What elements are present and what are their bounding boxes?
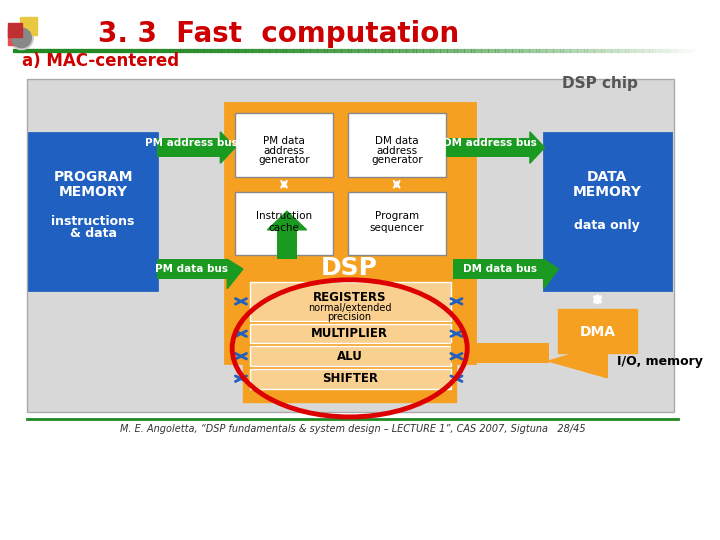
Text: & data: & data	[70, 227, 117, 240]
FancyBboxPatch shape	[558, 309, 636, 353]
Text: address: address	[264, 145, 305, 156]
Polygon shape	[549, 343, 607, 378]
Text: Program: Program	[374, 211, 419, 221]
Text: sequencer: sequencer	[369, 223, 424, 233]
FancyBboxPatch shape	[235, 192, 333, 255]
Polygon shape	[228, 259, 243, 288]
Text: PM address bus: PM address bus	[145, 138, 238, 147]
FancyBboxPatch shape	[8, 23, 22, 37]
FancyBboxPatch shape	[277, 230, 297, 259]
FancyBboxPatch shape	[243, 275, 456, 402]
Polygon shape	[530, 132, 544, 163]
Text: DM data bus: DM data bus	[462, 264, 536, 274]
FancyBboxPatch shape	[235, 113, 333, 177]
Polygon shape	[544, 259, 558, 288]
FancyBboxPatch shape	[157, 259, 228, 279]
Text: DM data: DM data	[375, 136, 418, 146]
Text: Instruction: Instruction	[256, 211, 312, 221]
FancyBboxPatch shape	[250, 282, 451, 321]
Text: DATA: DATA	[587, 170, 627, 184]
FancyBboxPatch shape	[8, 27, 25, 45]
Text: MULTIPLIER: MULTIPLIER	[311, 327, 388, 340]
Text: I/O, memory: I/O, memory	[617, 355, 703, 368]
FancyBboxPatch shape	[250, 369, 451, 388]
FancyBboxPatch shape	[19, 17, 37, 35]
FancyBboxPatch shape	[348, 113, 446, 177]
FancyBboxPatch shape	[225, 104, 475, 363]
Text: precision: precision	[328, 312, 372, 322]
Text: DSP: DSP	[321, 256, 378, 280]
Text: data only: data only	[575, 219, 640, 232]
Text: DMA: DMA	[580, 325, 616, 339]
Text: PM data: PM data	[263, 136, 305, 146]
Text: 3. 3  Fast  computation: 3. 3 Fast computation	[98, 20, 459, 48]
FancyBboxPatch shape	[250, 324, 451, 343]
FancyBboxPatch shape	[544, 133, 671, 289]
Polygon shape	[267, 211, 307, 230]
Text: MEMORY: MEMORY	[58, 185, 127, 199]
Circle shape	[12, 28, 32, 48]
Text: REGISTERS: REGISTERS	[313, 291, 387, 304]
FancyBboxPatch shape	[27, 79, 674, 412]
Text: MEMORY: MEMORY	[573, 185, 642, 199]
Text: M. E. Angoletta, “DSP fundamentals & system design – LECTURE 1”, CAS 2007, Sigtu: M. E. Angoletta, “DSP fundamentals & sys…	[120, 424, 585, 434]
FancyBboxPatch shape	[157, 138, 220, 157]
Text: instructions: instructions	[51, 214, 135, 227]
FancyBboxPatch shape	[451, 343, 549, 363]
FancyBboxPatch shape	[348, 192, 446, 255]
Text: generator: generator	[371, 156, 423, 165]
Text: PM data bus: PM data bus	[156, 264, 228, 274]
Text: a) MAC-centered: a) MAC-centered	[22, 52, 179, 70]
Text: PROGRAM: PROGRAM	[53, 170, 132, 184]
Text: generator: generator	[258, 156, 310, 165]
Text: DSP chip: DSP chip	[562, 76, 637, 91]
Text: normal/extended: normal/extended	[308, 303, 392, 313]
FancyBboxPatch shape	[454, 259, 544, 279]
Text: DM address bus: DM address bus	[444, 138, 537, 147]
Text: ALU: ALU	[337, 350, 363, 363]
Text: SHIFTER: SHIFTER	[322, 372, 378, 385]
FancyBboxPatch shape	[250, 346, 451, 366]
Text: address: address	[376, 145, 418, 156]
FancyBboxPatch shape	[446, 138, 530, 157]
FancyBboxPatch shape	[30, 133, 157, 289]
Text: cache: cache	[269, 223, 300, 233]
Polygon shape	[220, 132, 235, 163]
Circle shape	[10, 26, 33, 50]
